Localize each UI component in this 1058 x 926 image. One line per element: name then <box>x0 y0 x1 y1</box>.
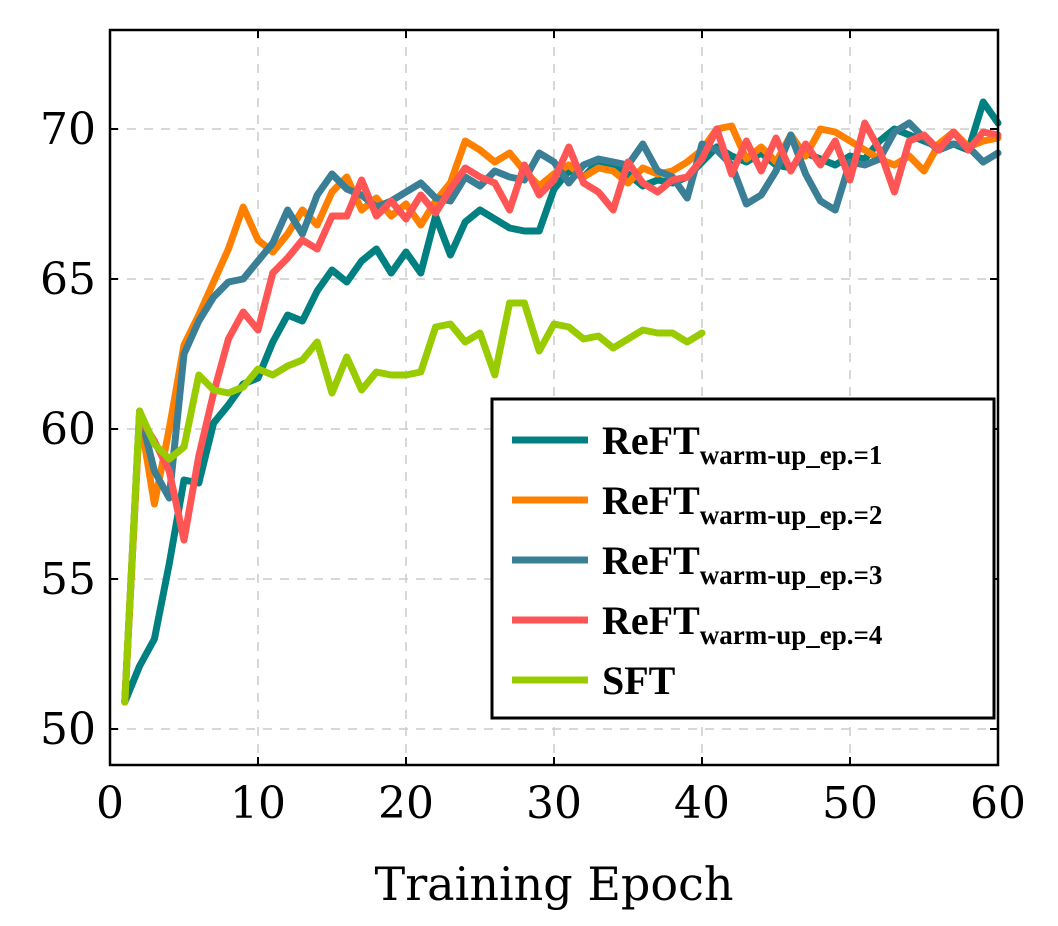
x-tick-label: 20 <box>378 778 434 829</box>
x-tick-label: 40 <box>674 778 730 829</box>
legend-label: ReFTwarm-up_ep.=2 <box>602 478 882 530</box>
legend: ReFTwarm-up_ep.=1 ReFTwarm-up_ep.=2 ReFTwa… <box>490 397 996 720</box>
legend-label: ReFTwarm-up_ep.=1 <box>602 418 882 470</box>
x-axis-title: Training Epoch <box>375 857 734 911</box>
series-line-1 <box>121 98 1002 706</box>
x-tick-label: 60 <box>970 778 1026 829</box>
x-tick-label: 0 <box>96 778 124 829</box>
legend-label: SFT <box>602 658 676 703</box>
y-tick-label: 50 <box>40 704 96 755</box>
legend-label: ReFTwarm-up_ep.=3 <box>602 538 882 590</box>
legend-label: ReFTwarm-up_ep.=4 <box>602 598 882 650</box>
x-tick-label: 10 <box>230 778 286 829</box>
y-tick-label: 60 <box>40 404 96 455</box>
series-layer <box>121 98 1002 706</box>
y-tick-label: 70 <box>40 104 96 155</box>
series-line-4 <box>121 119 1002 706</box>
series-line-5 <box>121 299 706 706</box>
y-tick-label: 55 <box>40 554 96 605</box>
y-tick-label: 65 <box>40 254 96 305</box>
x-tick-label: 30 <box>526 778 582 829</box>
x-tick-label: 50 <box>822 778 878 829</box>
axis-ticks: 0 10 20 30 40 50 60 50 55 60 65 70 <box>40 30 1026 829</box>
